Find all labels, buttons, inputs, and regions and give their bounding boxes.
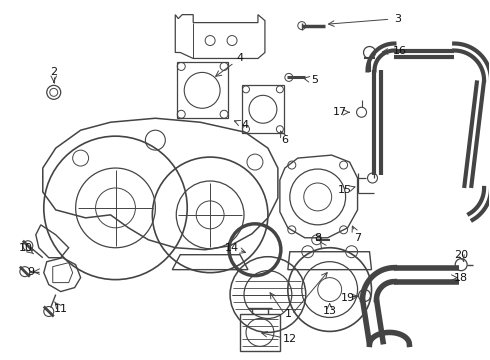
Text: 7: 7	[354, 233, 361, 243]
Text: 9: 9	[27, 267, 34, 276]
Text: 12: 12	[283, 334, 297, 345]
Text: 1: 1	[284, 310, 292, 319]
Text: 14: 14	[225, 243, 239, 253]
Text: 20: 20	[454, 250, 468, 260]
Text: 4: 4	[242, 120, 248, 130]
Text: 15: 15	[338, 185, 352, 195]
Text: 10: 10	[19, 243, 33, 253]
Text: 8: 8	[314, 233, 321, 243]
Text: 3: 3	[394, 14, 401, 24]
Text: 2: 2	[50, 67, 57, 77]
Text: 16: 16	[392, 45, 406, 55]
Text: 5: 5	[311, 75, 318, 85]
Text: 4: 4	[237, 54, 244, 63]
Text: 17: 17	[333, 107, 347, 117]
Text: 18: 18	[454, 273, 468, 283]
Text: 19: 19	[341, 293, 355, 302]
Text: 11: 11	[54, 305, 68, 315]
Text: 13: 13	[323, 306, 337, 316]
Text: 6: 6	[281, 135, 288, 145]
